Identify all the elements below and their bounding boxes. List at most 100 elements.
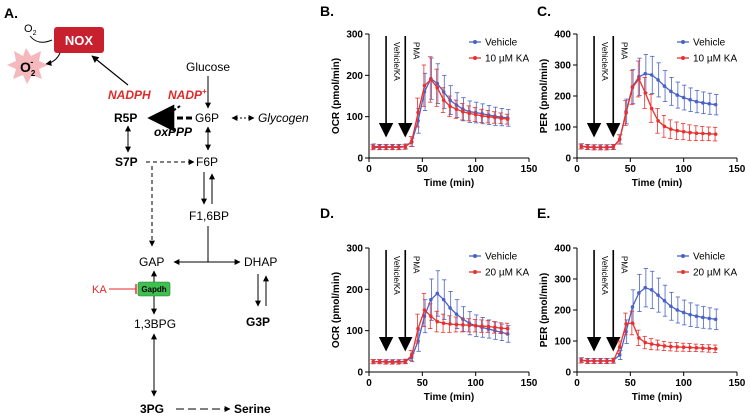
x-tick-label: 100: [467, 164, 484, 175]
data-point: [713, 132, 718, 136]
chart-panel-d: D. 0 100 200 300 0 50 100 150 Time (min) OCR (pmol…: [320, 205, 538, 403]
data-point: [598, 359, 603, 363]
data-point: [422, 83, 427, 88]
data-point: [371, 145, 376, 150]
data-point: [441, 321, 446, 326]
glycogen-label: Glycogen: [258, 111, 309, 125]
x-tick-label: 50: [625, 378, 637, 389]
data-point: [617, 345, 622, 350]
data-point: [377, 359, 382, 364]
series-ka: [578, 60, 718, 151]
data-point: [384, 145, 388, 150]
y-tick-label: 100: [346, 326, 363, 337]
nadp-superscript: +: [202, 87, 207, 96]
data-point: [662, 344, 667, 348]
data-point: [649, 73, 654, 77]
data-point: [707, 101, 712, 106]
bpg-label: 1,3BPG: [134, 317, 176, 331]
data-point: [429, 77, 433, 82]
y-tick-label: 0: [357, 154, 363, 165]
legend-marker: [681, 270, 685, 274]
data-point: [694, 314, 699, 319]
data-point: [669, 127, 673, 131]
nox-label: NOX: [65, 33, 94, 48]
data-point: [675, 308, 680, 312]
series-line: [373, 308, 508, 363]
data-point: [416, 110, 420, 115]
data-point: [630, 321, 635, 325]
data-point: [598, 145, 603, 150]
data-point: [701, 101, 705, 105]
legend-label: 10 µM KA: [485, 54, 529, 65]
injection-label: PMA: [619, 42, 628, 60]
x-tick-label: 100: [467, 378, 484, 389]
x-tick-label: 100: [675, 164, 692, 175]
gapdh-label: Gapdh: [141, 285, 166, 294]
chart-panel-c: C. 0 100 200 300 400 0 50 100 150 Time (min) PER (p…: [537, 3, 746, 189]
data-point: [637, 77, 641, 81]
y-tick-label: 400: [554, 244, 571, 255]
data-point: [656, 293, 660, 297]
data-point: [441, 297, 446, 302]
data-point: [585, 145, 590, 149]
x-tick-label: 50: [417, 164, 429, 175]
superoxide-subscript: 2: [31, 69, 36, 78]
data-point: [669, 304, 673, 309]
legend-label: Vehicle: [693, 38, 726, 49]
data-point: [694, 131, 699, 135]
x-tick-label: 0: [574, 164, 580, 175]
nadp-to-nadph-curve: [161, 105, 181, 117]
data-point: [592, 145, 596, 150]
legend-label: Vehicle: [485, 38, 518, 49]
panel-label: C.: [537, 3, 551, 19]
s7p-label: S7P: [115, 155, 138, 169]
data-point: [461, 109, 465, 114]
y-tick-label: 100: [554, 337, 571, 348]
x-axis-label: Time (min): [632, 392, 682, 403]
chart-panel-b: B. 0 100 200 300 0 50 100 150 Time (min) OCR (pmol…: [320, 3, 538, 189]
data-point: [448, 98, 452, 102]
x-tick-label: 0: [366, 164, 372, 175]
y-tick-label: 200: [346, 285, 363, 296]
f6p-label: F6P: [196, 155, 218, 169]
data-point: [713, 317, 718, 322]
data-point: [662, 84, 667, 88]
data-point: [397, 145, 401, 150]
data-point: [422, 308, 427, 312]
data-point: [473, 323, 478, 328]
legend-label: 20 µM KA: [693, 268, 737, 279]
data-point: [656, 343, 660, 347]
data-point: [662, 124, 667, 129]
x-tick-label: 0: [366, 378, 372, 389]
data-point: [480, 324, 484, 328]
data-point: [435, 319, 440, 324]
data-point: [605, 359, 609, 363]
series-line: [373, 78, 508, 148]
data-point: [454, 103, 459, 107]
data-point: [579, 144, 584, 149]
data-point: [505, 117, 510, 121]
data-point: [701, 131, 705, 136]
legend-marker: [473, 56, 477, 60]
legend-label: 20 µM KA: [485, 268, 529, 279]
data-point: [681, 345, 686, 350]
series-ka: [370, 293, 510, 365]
data-point: [403, 359, 408, 364]
serine-label: Serine: [234, 402, 271, 416]
y-tick-label: 0: [357, 368, 363, 379]
data-point: [688, 345, 692, 350]
o2-to-nox-arrow: [29, 35, 53, 43]
data-point: [435, 81, 440, 86]
data-point: [486, 324, 491, 329]
chart-panel-e: E. 0 100 200 300 400 0 50 100 150 Time (min) PER (p…: [537, 205, 746, 403]
data-point: [461, 323, 465, 327]
data-point: [454, 322, 459, 327]
data-point: [630, 85, 635, 90]
legend-marker: [473, 270, 477, 274]
panel-label-a: A.: [4, 5, 18, 21]
data-point: [656, 78, 660, 82]
data-point: [707, 346, 712, 351]
injection-label: PMA: [411, 42, 420, 60]
o2-subscript: 2: [33, 30, 37, 37]
x-axis-label: Time (min): [632, 178, 682, 189]
